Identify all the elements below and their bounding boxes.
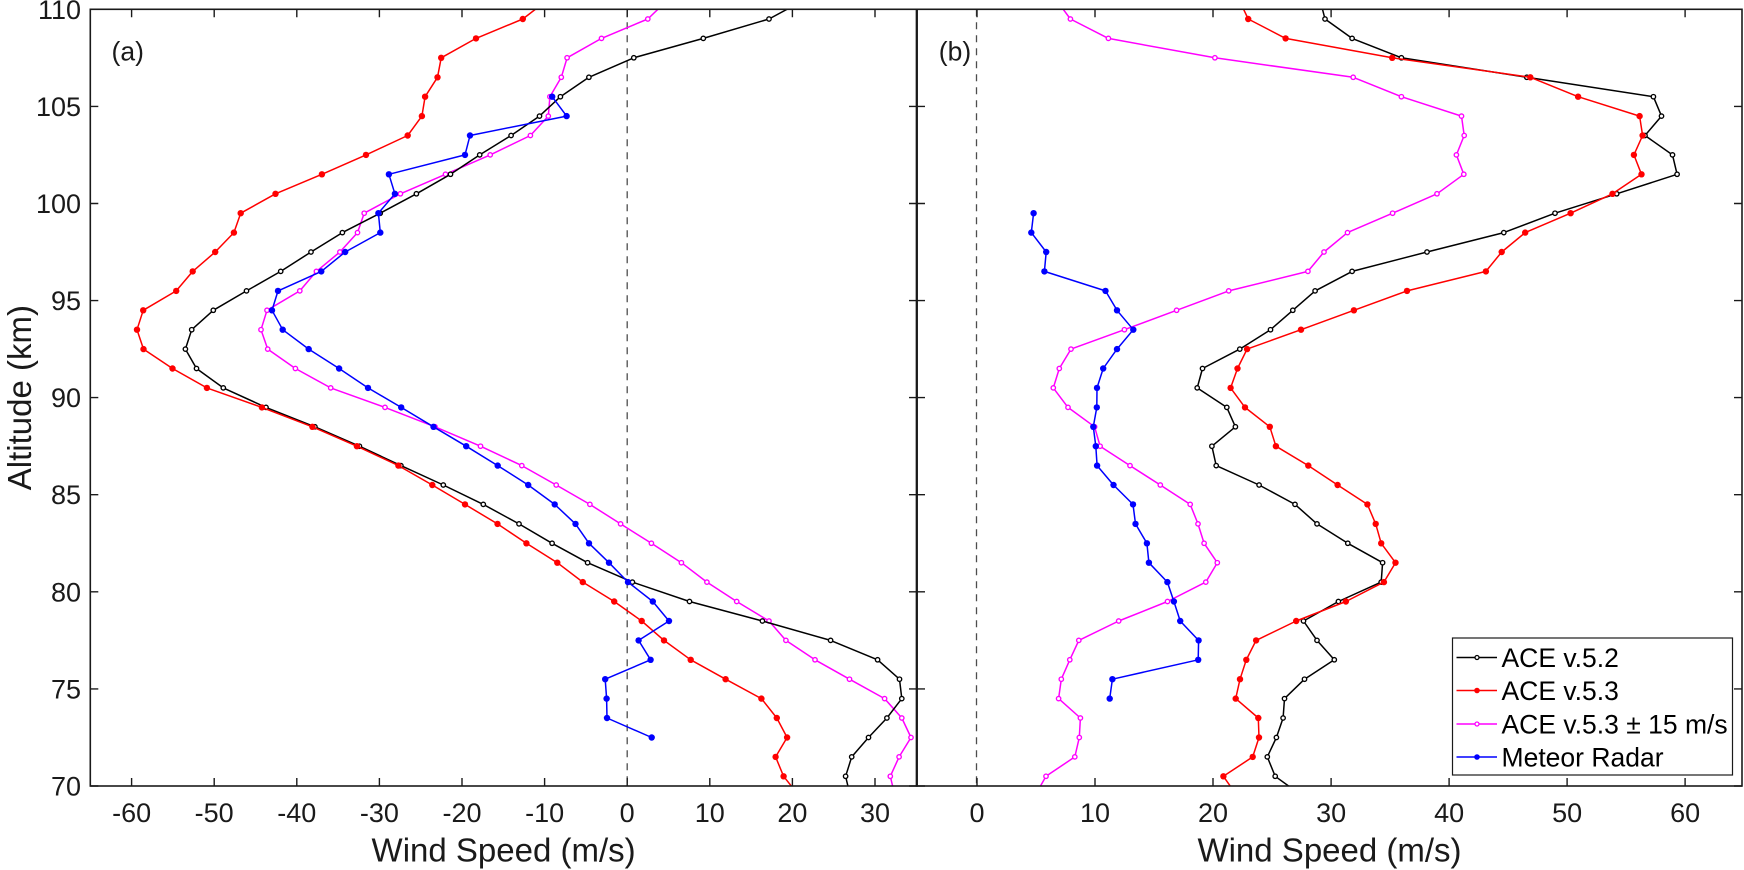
svg-text:-20: -20 — [442, 798, 481, 828]
svg-text:Wind Speed (m/s): Wind Speed (m/s) — [372, 832, 636, 869]
svg-text:90: 90 — [51, 383, 81, 413]
svg-text:0: 0 — [620, 798, 635, 828]
svg-text:-10: -10 — [525, 798, 564, 828]
svg-text:70: 70 — [51, 772, 81, 802]
svg-text:ACE v.5.2: ACE v.5.2 — [1502, 643, 1619, 673]
svg-text:80: 80 — [51, 577, 81, 607]
svg-text:75: 75 — [51, 674, 81, 704]
svg-text:-30: -30 — [360, 798, 399, 828]
svg-text:50: 50 — [1552, 798, 1582, 828]
svg-text:(a): (a) — [112, 37, 144, 67]
svg-text:10: 10 — [695, 798, 725, 828]
svg-text:40: 40 — [1434, 798, 1464, 828]
svg-text:Wind Speed (m/s): Wind Speed (m/s) — [1197, 832, 1461, 869]
svg-text:95: 95 — [51, 286, 81, 316]
svg-text:30: 30 — [860, 798, 890, 828]
svg-text:100: 100 — [36, 189, 81, 219]
svg-text:10: 10 — [1080, 798, 1110, 828]
svg-text:0: 0 — [969, 798, 984, 828]
svg-text:ACE v.5.3 ± 15 m/s: ACE v.5.3 ± 15 m/s — [1502, 710, 1728, 740]
svg-text:(b): (b) — [939, 37, 971, 67]
svg-text:105: 105 — [36, 92, 81, 122]
svg-text:-40: -40 — [277, 798, 316, 828]
svg-text:-50: -50 — [195, 798, 234, 828]
svg-text:110: 110 — [38, 0, 81, 25]
svg-text:20: 20 — [1198, 798, 1228, 828]
svg-text:ACE v.5.3: ACE v.5.3 — [1502, 676, 1619, 706]
svg-text:Altitude (km): Altitude (km) — [1, 305, 38, 490]
svg-text:60: 60 — [1670, 798, 1700, 828]
svg-text:-60: -60 — [112, 798, 151, 828]
svg-text:Meteor Radar: Meteor Radar — [1502, 743, 1664, 773]
svg-text:20: 20 — [777, 798, 807, 828]
svg-text:30: 30 — [1316, 798, 1346, 828]
svg-text:85: 85 — [51, 480, 81, 510]
